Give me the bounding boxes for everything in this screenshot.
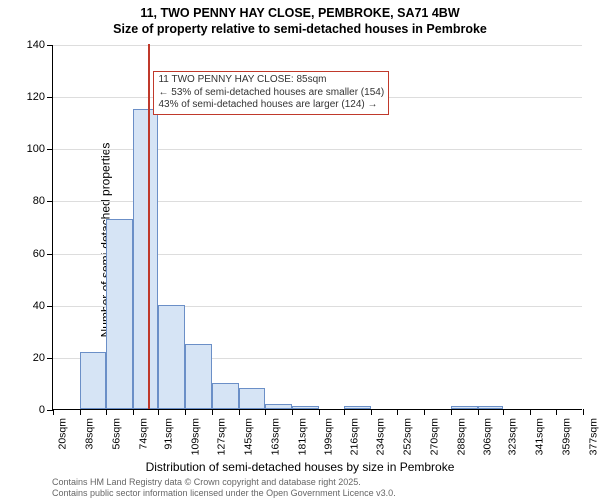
attribution-line2: Contains public sector information licen…	[52, 488, 396, 498]
x-tick-label: 20sqm	[57, 418, 69, 450]
x-tick	[239, 409, 240, 415]
x-tick-label: 306sqm	[482, 418, 494, 455]
histogram-bar	[478, 406, 503, 409]
x-axis-label: Distribution of semi-detached houses by …	[0, 460, 600, 474]
chart-title-line2: Size of property relative to semi-detach…	[0, 22, 600, 36]
y-tick-label: 60	[33, 248, 53, 260]
x-tick	[583, 409, 584, 415]
y-tick-label: 100	[27, 143, 53, 155]
x-tick	[106, 409, 107, 415]
histogram-bar	[292, 406, 319, 409]
x-tick-label: 127sqm	[216, 418, 228, 455]
histogram-bar	[185, 344, 212, 409]
x-tick	[53, 409, 54, 415]
x-tick	[185, 409, 186, 415]
attribution-line1: Contains HM Land Registry data © Crown c…	[52, 477, 396, 487]
x-tick-label: 234sqm	[375, 418, 387, 455]
attribution-text: Contains HM Land Registry data © Crown c…	[52, 477, 396, 498]
x-tick-label: 181sqm	[296, 418, 308, 455]
x-tick-label: 145sqm	[243, 418, 255, 455]
x-tick-label: 270sqm	[428, 418, 440, 455]
y-tick-label: 140	[27, 39, 53, 51]
x-tick-label: 56sqm	[110, 418, 122, 450]
histogram-bar	[80, 352, 107, 409]
x-tick-label: 163sqm	[269, 418, 281, 455]
x-tick	[158, 409, 159, 415]
y-tick-label: 80	[33, 195, 53, 207]
histogram-bar	[106, 219, 133, 409]
y-tick-label: 0	[39, 404, 53, 416]
x-tick	[212, 409, 213, 415]
x-tick	[371, 409, 372, 415]
x-tick-label: 252sqm	[401, 418, 413, 455]
x-tick	[265, 409, 266, 415]
annotation-line3: 43% of semi-detached houses are larger (…	[158, 99, 384, 112]
x-tick	[503, 409, 504, 415]
annotation-box: 11 TWO PENNY HAY CLOSE: 85sqm← 53% of se…	[153, 71, 389, 115]
x-tick-label: 341sqm	[534, 418, 546, 455]
annotation-line2: ← 53% of semi-detached houses are smalle…	[158, 87, 384, 100]
x-tick-label: 216sqm	[348, 418, 360, 455]
x-tick	[133, 409, 134, 415]
x-tick	[478, 409, 479, 415]
x-tick	[319, 409, 320, 415]
x-tick-label: 288sqm	[455, 418, 467, 455]
x-tick-label: 359sqm	[560, 418, 572, 455]
x-tick	[80, 409, 81, 415]
x-tick	[344, 409, 345, 415]
x-tick-label: 38sqm	[84, 418, 96, 450]
y-tick-label: 120	[27, 91, 53, 103]
property-marker-line	[148, 44, 150, 409]
histogram-bar	[212, 383, 239, 409]
x-tick-label: 109sqm	[189, 418, 201, 455]
x-tick-label: 74sqm	[137, 418, 149, 450]
x-tick	[530, 409, 531, 415]
chart-title-line1: 11, TWO PENNY HAY CLOSE, PEMBROKE, SA71 …	[0, 6, 600, 20]
x-tick	[424, 409, 425, 415]
histogram-bar	[451, 406, 478, 409]
histogram-bar	[239, 388, 266, 409]
histogram-bar	[344, 406, 371, 409]
histogram-bar	[265, 404, 292, 409]
x-tick-label: 199sqm	[323, 418, 335, 455]
y-tick-label: 20	[33, 352, 53, 364]
grid-line	[53, 45, 582, 46]
histogram-bar	[158, 305, 185, 409]
plot-area: 02040608010012014020sqm38sqm56sqm74sqm91…	[52, 45, 582, 410]
property-size-chart: 11, TWO PENNY HAY CLOSE, PEMBROKE, SA71 …	[0, 0, 600, 500]
x-tick	[451, 409, 452, 415]
x-tick-label: 91sqm	[162, 418, 174, 450]
x-tick	[397, 409, 398, 415]
x-tick-label: 377sqm	[587, 418, 599, 455]
x-tick-label: 323sqm	[507, 418, 519, 455]
annotation-line1: 11 TWO PENNY HAY CLOSE: 85sqm	[158, 74, 384, 87]
x-tick	[292, 409, 293, 415]
histogram-bar	[133, 109, 158, 409]
y-tick-label: 40	[33, 300, 53, 312]
x-tick	[556, 409, 557, 415]
